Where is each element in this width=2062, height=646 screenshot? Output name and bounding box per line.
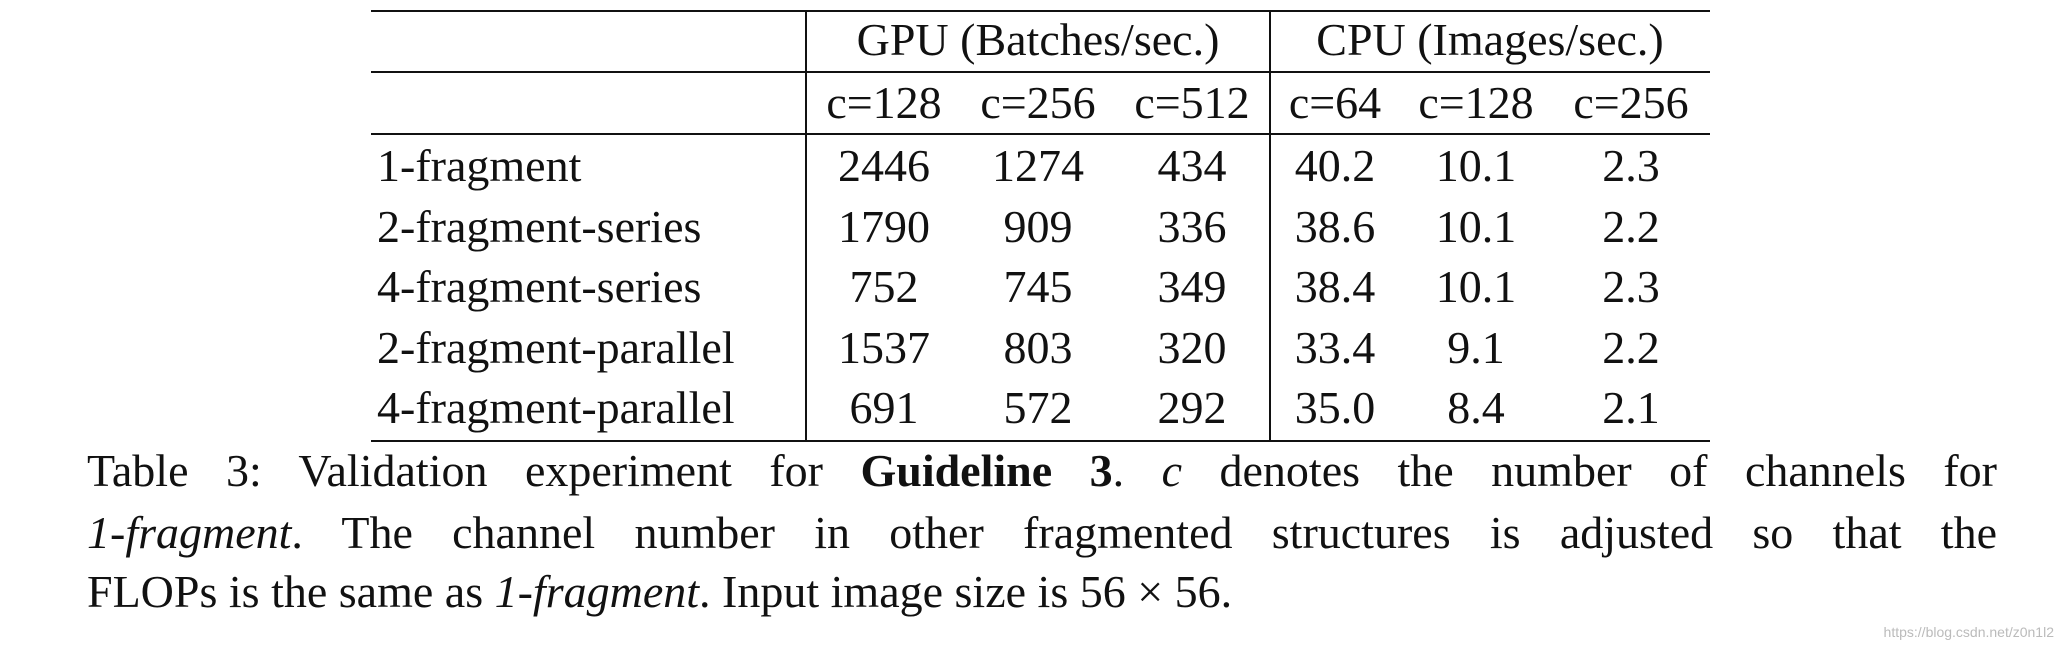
cell: 10.1 — [1435, 201, 1517, 252]
caption-text: denotes the number of channels for — [1182, 445, 1998, 496]
cell: 38.4 — [1294, 261, 1376, 312]
caption-italic: c — [1161, 445, 1183, 496]
cell: 1274 — [992, 140, 1084, 191]
cell: 1537 — [838, 322, 930, 373]
watermark: https://blog.csdn.net/z0n1l2 — [1883, 624, 2054, 640]
cell: 2.2 — [1602, 322, 1660, 373]
caption-line: 1-fragment. The channel number in other … — [87, 510, 1997, 556]
sub-header: c=256 — [1573, 77, 1689, 128]
cell: 434 — [1157, 140, 1227, 191]
caption-line: Table 3: Validation experiment for Guide… — [87, 448, 1997, 494]
rule — [371, 71, 1710, 73]
cell: 909 — [1003, 201, 1073, 252]
rule — [1269, 10, 1271, 442]
caption-italic: 1-fragment — [494, 566, 700, 617]
rule — [371, 133, 1710, 135]
cell: 38.6 — [1294, 201, 1376, 252]
row-label: 2-fragment-series — [377, 201, 702, 252]
cell: 803 — [1003, 322, 1073, 373]
sub-header: c=512 — [1134, 77, 1250, 128]
row-label: 2-fragment-parallel — [377, 322, 735, 373]
caption-bold: Guideline 3 — [860, 445, 1113, 496]
caption-text: Table 3: Validation experiment for — [87, 445, 861, 496]
caption-text: . — [1112, 445, 1162, 496]
cell: 40.2 — [1294, 140, 1376, 191]
group-header: GPU (Batches/sec.) — [856, 14, 1220, 65]
rule — [371, 10, 1710, 12]
row-label: 4-fragment-series — [377, 261, 702, 312]
sub-header: c=64 — [1288, 77, 1382, 128]
row-label: 1-fragment — [377, 140, 582, 191]
cell: 33.4 — [1294, 322, 1376, 373]
caption-italic: 1-fragment — [87, 507, 292, 558]
sub-header: c=256 — [980, 77, 1096, 128]
cell: 2446 — [838, 140, 930, 191]
cell: 10.1 — [1435, 261, 1517, 312]
cell: 572 — [1003, 382, 1073, 433]
group-header: CPU (Images/sec.) — [1316, 14, 1664, 65]
sub-header: c=128 — [826, 77, 942, 128]
caption-text: . The channel number in other fragmented… — [291, 507, 1997, 558]
cell: 691 — [849, 382, 919, 433]
cell: 2.1 — [1602, 382, 1660, 433]
row-label: 4-fragment-parallel — [377, 382, 735, 433]
cell: 2.3 — [1602, 261, 1660, 312]
rule — [805, 10, 807, 442]
cell: 10.1 — [1435, 140, 1517, 191]
cell: 2.3 — [1602, 140, 1660, 191]
cell: 320 — [1157, 322, 1227, 373]
cell: 9.1 — [1447, 322, 1505, 373]
cell: 1790 — [838, 201, 930, 252]
rule — [371, 440, 1710, 442]
cell: 336 — [1157, 201, 1227, 252]
caption-text: FLOPs is the same as — [87, 566, 495, 617]
cell: 292 — [1157, 382, 1227, 433]
cell: 349 — [1157, 261, 1227, 312]
cell: 2.2 — [1602, 201, 1660, 252]
cell: 35.0 — [1294, 382, 1376, 433]
cell: 8.4 — [1447, 382, 1505, 433]
sub-header: c=128 — [1418, 77, 1534, 128]
caption-text: . Input image size is 56 × 56. — [699, 566, 1233, 617]
cell: 752 — [849, 261, 919, 312]
cell: 745 — [1003, 261, 1073, 312]
caption-line: FLOPs is the same as 1-fragment. Input i… — [87, 569, 1997, 615]
